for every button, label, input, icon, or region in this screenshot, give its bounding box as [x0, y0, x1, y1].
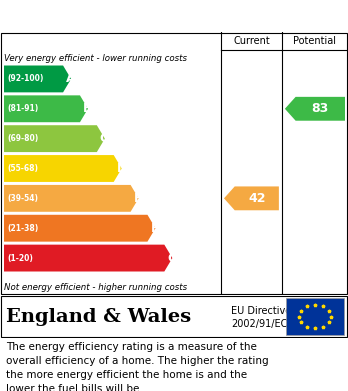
- Text: E: E: [134, 192, 142, 205]
- Text: 42: 42: [248, 192, 266, 205]
- Text: 83: 83: [312, 102, 329, 115]
- Text: Very energy efficient - lower running costs: Very energy efficient - lower running co…: [4, 54, 187, 63]
- Text: C: C: [100, 132, 109, 145]
- Polygon shape: [4, 215, 156, 242]
- Text: Energy Efficiency Rating: Energy Efficiency Rating: [8, 9, 218, 23]
- Text: D: D: [117, 162, 127, 175]
- Text: Current: Current: [233, 36, 270, 46]
- Polygon shape: [4, 66, 71, 92]
- Text: EU Directive: EU Directive: [231, 306, 291, 316]
- Bar: [286, 298, 344, 335]
- Text: G: G: [167, 251, 177, 265]
- Text: (81-91): (81-91): [7, 104, 38, 113]
- Text: A: A: [66, 72, 76, 85]
- Text: (1-20): (1-20): [7, 254, 33, 263]
- Text: (21-38): (21-38): [7, 224, 38, 233]
- Text: (69-80): (69-80): [7, 134, 38, 143]
- Text: The energy efficiency rating is a measure of the
overall efficiency of a home. T: The energy efficiency rating is a measur…: [6, 342, 269, 391]
- Polygon shape: [4, 155, 122, 182]
- Polygon shape: [285, 97, 345, 121]
- Text: (39-54): (39-54): [7, 194, 38, 203]
- Polygon shape: [4, 95, 88, 122]
- Text: Potential: Potential: [293, 36, 337, 46]
- Text: Not energy efficient - higher running costs: Not energy efficient - higher running co…: [4, 283, 187, 292]
- Text: England & Wales: England & Wales: [6, 307, 191, 325]
- Text: (92-100): (92-100): [7, 74, 44, 83]
- Polygon shape: [4, 245, 172, 271]
- Text: 2002/91/EC: 2002/91/EC: [231, 319, 287, 329]
- Text: F: F: [150, 222, 159, 235]
- Text: B: B: [83, 102, 93, 115]
- Polygon shape: [224, 187, 279, 210]
- Polygon shape: [4, 125, 105, 152]
- Polygon shape: [4, 185, 139, 212]
- Text: (55-68): (55-68): [7, 164, 38, 173]
